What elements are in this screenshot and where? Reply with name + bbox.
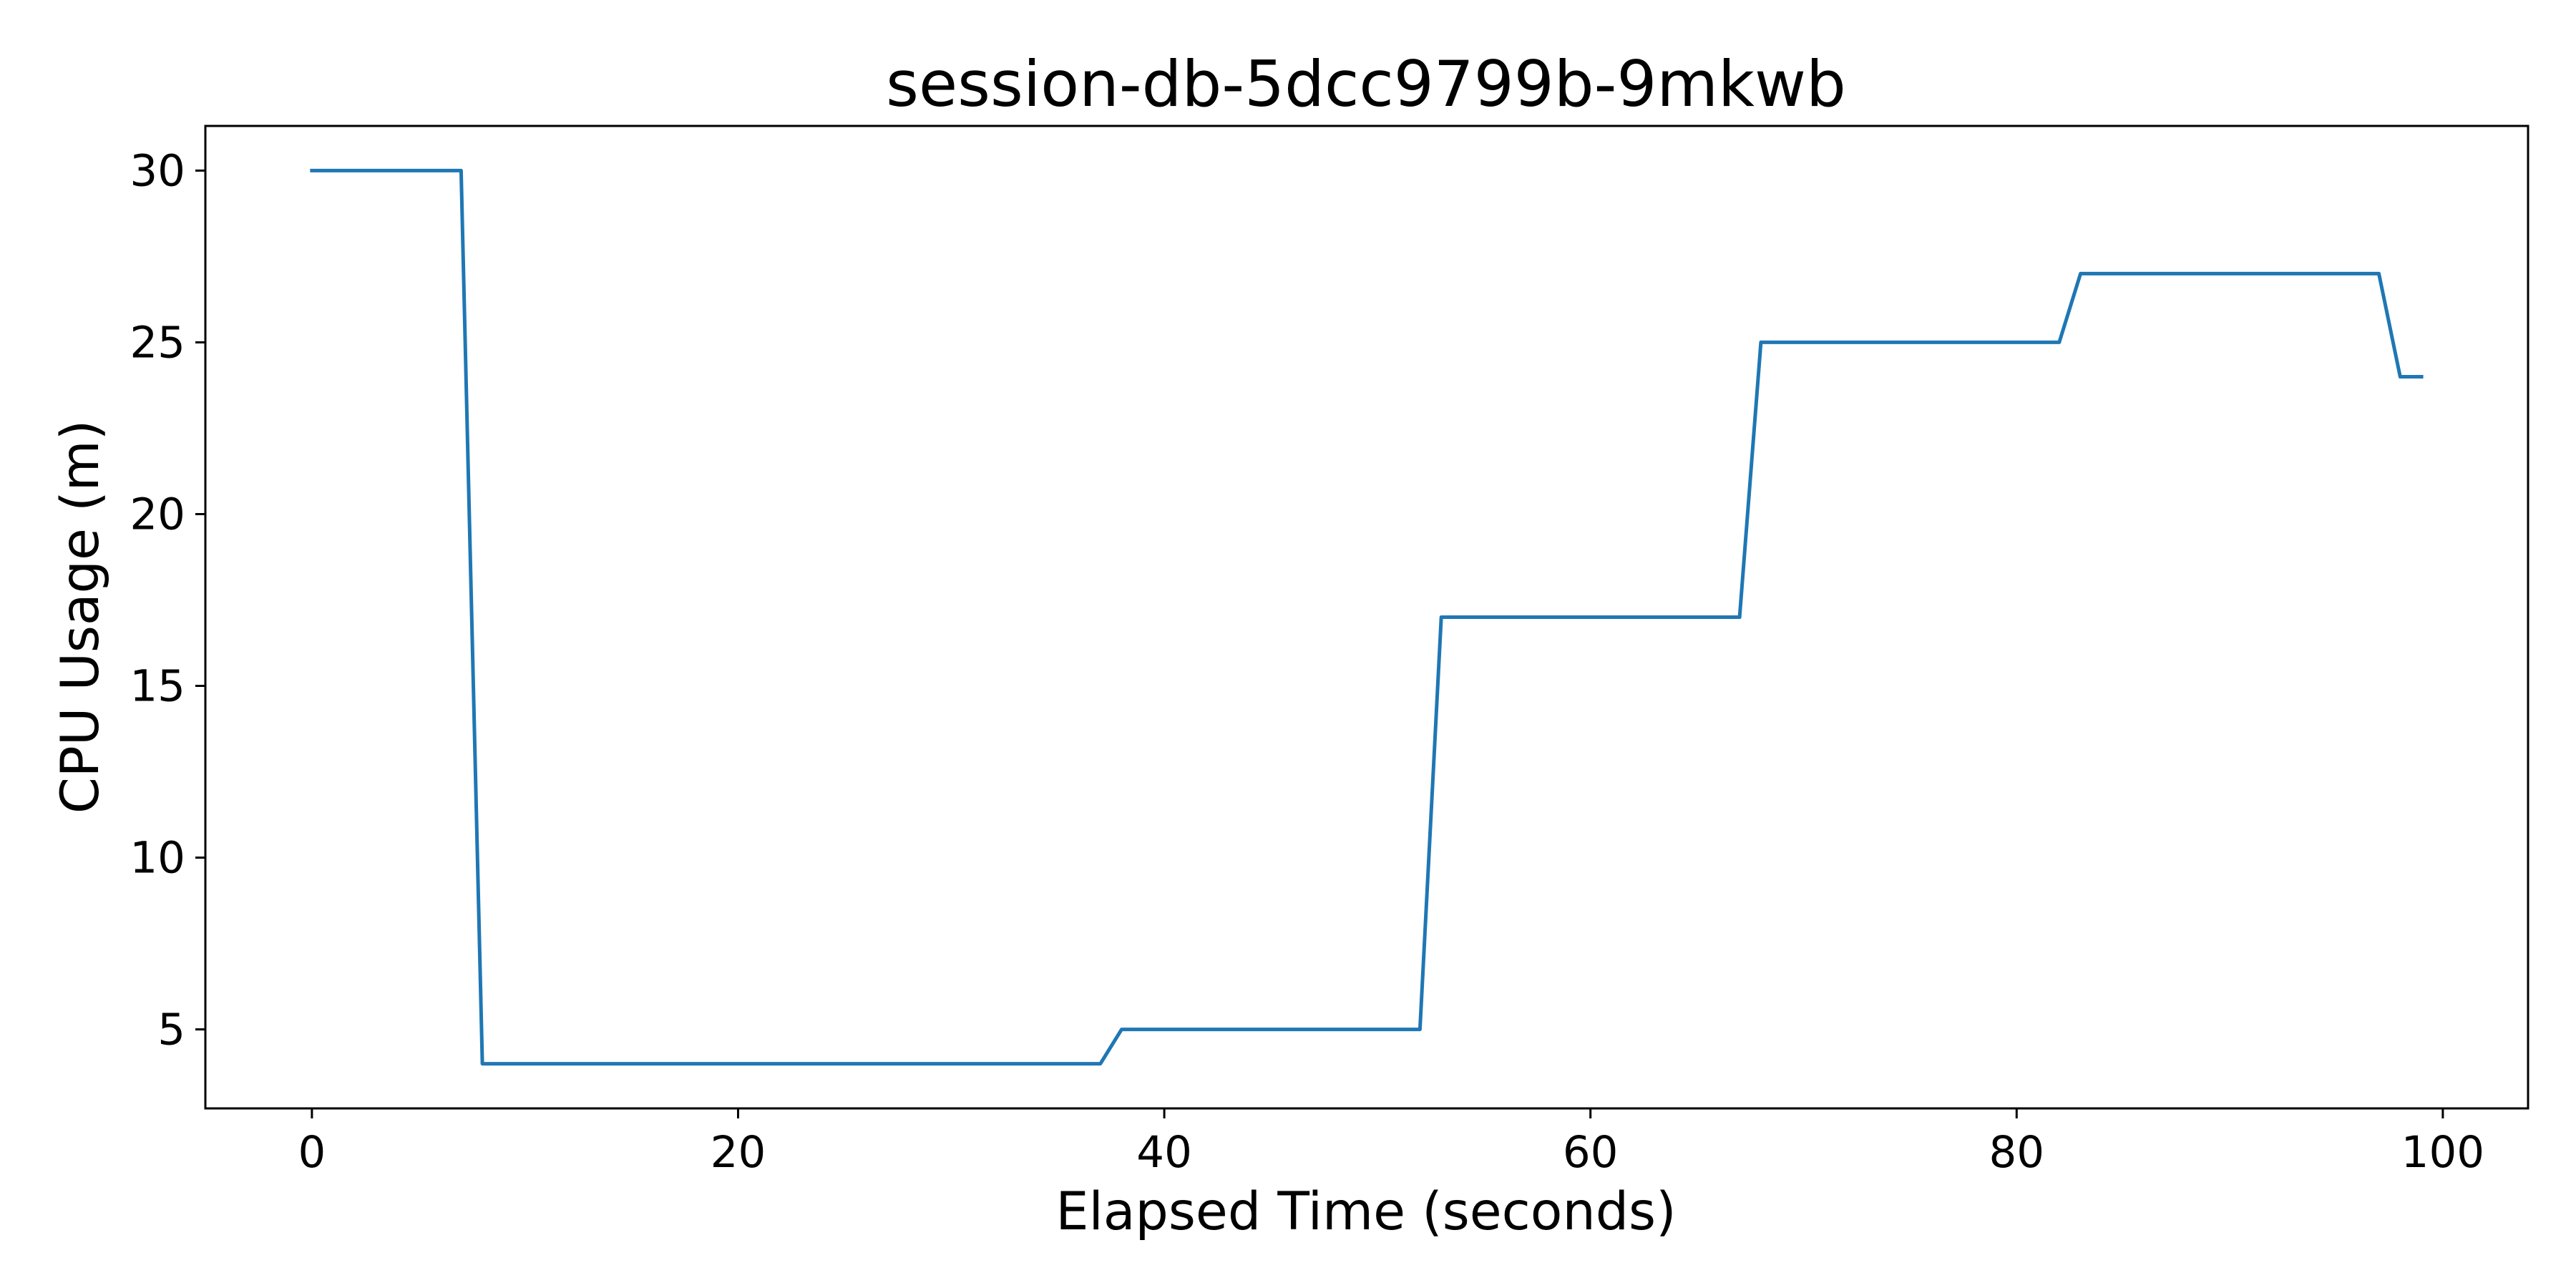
y-tick-label: 5 <box>157 1005 185 1055</box>
y-tick-label: 10 <box>130 833 185 884</box>
x-tick-label: 100 <box>2401 1127 2484 1178</box>
y-tick-label: 30 <box>130 145 185 196</box>
y-tick-label: 20 <box>130 489 185 540</box>
y-axis-ticks: 5 10 15 20 25 30 <box>130 145 205 1055</box>
x-tick-label: 40 <box>1136 1127 1192 1178</box>
x-tick-label: 0 <box>298 1127 326 1178</box>
chart-title: session-db-5dcc9799b-9mkwb <box>886 47 1846 121</box>
series-layer <box>310 168 2424 1066</box>
x-tick-label: 60 <box>1563 1127 1619 1178</box>
y-tick-label: 25 <box>130 317 185 368</box>
x-axis-title: Elapsed Time (seconds) <box>1055 1181 1676 1242</box>
plot-area-frame <box>204 125 2529 1110</box>
x-axis-ticks: 0 20 40 60 80 100 <box>298 1108 2484 1178</box>
x-tick-label: 80 <box>1989 1127 2044 1178</box>
series-line-1 <box>310 168 2424 1066</box>
y-axis-title: CPU Usage (m) <box>50 420 111 814</box>
x-tick-label: 20 <box>711 1127 766 1178</box>
y-tick-label: 15 <box>130 661 185 712</box>
